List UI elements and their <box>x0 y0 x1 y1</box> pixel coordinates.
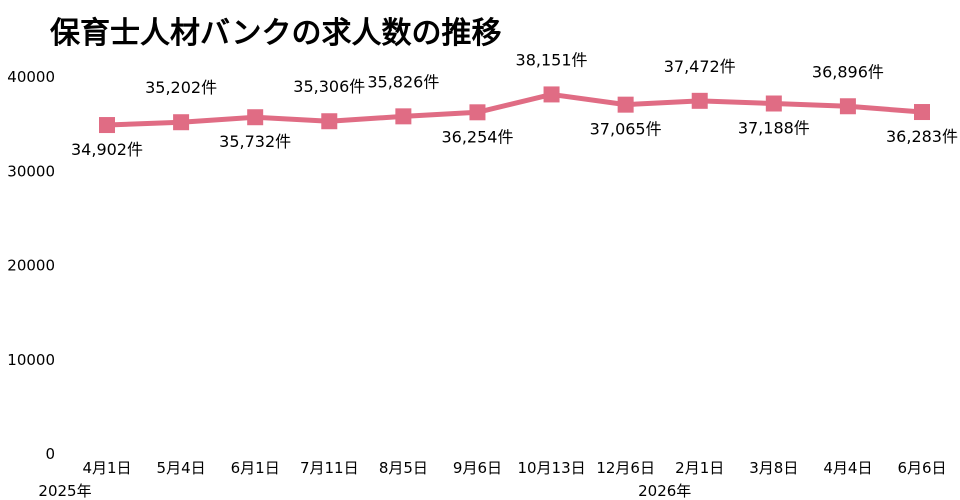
y-tick-label: 20000 <box>7 257 55 275</box>
x-tick-label: 6月6日 <box>897 459 946 477</box>
data-point-marker <box>617 96 634 113</box>
data-point-marker <box>99 117 115 134</box>
data-point-marker <box>247 109 264 126</box>
chart-title: 保育士人材バンクの求人数の推移 <box>50 16 502 51</box>
data-label: 37,188件 <box>738 119 810 138</box>
year-label: 2026年 <box>638 482 691 500</box>
x-tick-label: 8月5日 <box>379 459 428 477</box>
data-point-marker <box>765 95 782 112</box>
x-tick-label: 7月11日 <box>300 459 359 477</box>
data-point-marker <box>839 98 856 115</box>
data-label: 36,896件 <box>812 62 884 81</box>
x-tick-label: 6月1日 <box>231 459 280 477</box>
y-tick-label: 30000 <box>7 162 55 180</box>
data-label: 38,151件 <box>516 50 588 69</box>
y-tick-label: 10000 <box>7 351 55 369</box>
data-point-marker <box>321 113 338 130</box>
data-label: 36,283件 <box>886 127 958 146</box>
x-tick-label: 2月1日 <box>675 459 724 477</box>
series-layer: 34,902件 35,202件 35,732件 35,306件 35,826件 36,25… <box>71 50 958 159</box>
data-label: 34,902件 <box>71 140 143 159</box>
y-tick-label: 40000 <box>7 68 55 86</box>
x-tick-label: 5月4日 <box>157 459 206 477</box>
y-tick-label: 0 <box>45 445 55 463</box>
data-label: 35,306件 <box>293 77 365 96</box>
x-tick-label: 10月13日 <box>517 459 585 477</box>
data-point-marker <box>395 108 412 125</box>
x-tick-label: 3月8日 <box>749 459 798 477</box>
data-point-marker <box>173 114 190 131</box>
y-axis: 0 10000 20000 30000 40000 <box>7 68 55 463</box>
x-tick-label: 4月1日 <box>82 459 131 477</box>
x-tick-label: 4月4日 <box>823 459 872 477</box>
data-label: 36,254件 <box>441 127 513 146</box>
x-tick-label: 12月6日 <box>596 459 655 477</box>
year-label: 2025年 <box>38 482 91 500</box>
x-axis: 4月1日 5月4日 6月1日 7月11日 8月5日 9月6日 10月13日 12月6日 2月1日… <box>38 459 946 500</box>
data-label: 35,202件 <box>145 78 217 97</box>
data-point-marker <box>914 104 930 121</box>
data-label: 37,472件 <box>664 57 736 76</box>
data-point-marker <box>543 86 560 103</box>
data-point-marker <box>469 104 486 121</box>
series-line <box>104 91 925 128</box>
data-label: 35,732件 <box>219 132 291 151</box>
data-label: 35,826件 <box>367 72 439 91</box>
x-tick-label: 9月6日 <box>453 459 502 477</box>
data-label: 37,065件 <box>590 120 662 139</box>
data-point-marker <box>691 92 708 109</box>
